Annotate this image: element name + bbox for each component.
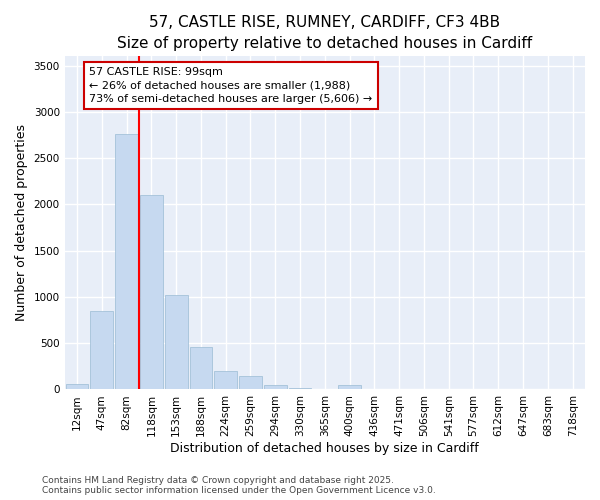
Bar <box>190 347 212 390</box>
Bar <box>65 384 88 390</box>
Bar <box>214 371 237 390</box>
Y-axis label: Number of detached properties: Number of detached properties <box>15 124 28 322</box>
Bar <box>165 295 188 390</box>
Bar <box>338 385 361 390</box>
Text: 57 CASTLE RISE: 99sqm
← 26% of detached houses are smaller (1,988)
73% of semi-d: 57 CASTLE RISE: 99sqm ← 26% of detached … <box>89 68 373 104</box>
Bar <box>363 388 386 390</box>
Bar <box>239 376 262 390</box>
X-axis label: Distribution of detached houses by size in Cardiff: Distribution of detached houses by size … <box>170 442 479 455</box>
Bar <box>115 134 138 390</box>
Title: 57, CASTLE RISE, RUMNEY, CARDIFF, CF3 4BB
Size of property relative to detached : 57, CASTLE RISE, RUMNEY, CARDIFF, CF3 4B… <box>117 15 532 51</box>
Text: Contains HM Land Registry data © Crown copyright and database right 2025.
Contai: Contains HM Land Registry data © Crown c… <box>42 476 436 495</box>
Bar <box>264 385 287 390</box>
Bar <box>289 388 311 390</box>
Bar <box>140 195 163 390</box>
Bar <box>91 311 113 390</box>
